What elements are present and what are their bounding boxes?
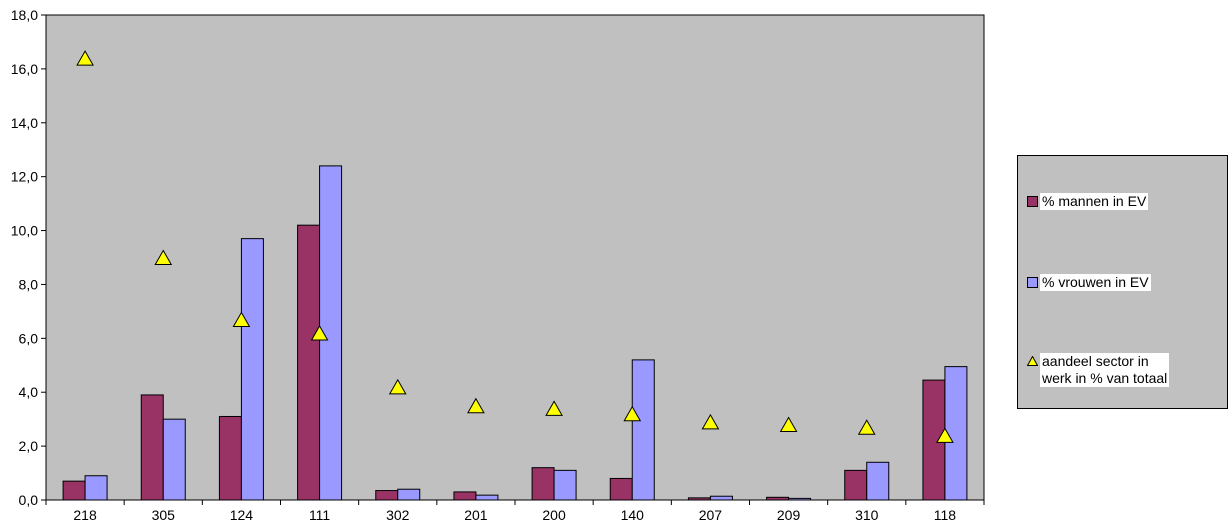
marker-aandeel (779, 416, 798, 433)
y-tick-label: 0,0 (19, 492, 39, 508)
y-tick-label: 2,0 (19, 438, 39, 454)
bar-vrouwen (475, 494, 499, 501)
x-tick-label: 118 (934, 507, 957, 523)
x-tick-label: 207 (699, 507, 723, 523)
x-tick-label: 310 (855, 507, 879, 523)
marker-aandeel (310, 324, 329, 341)
axis-labels: 0,0 2,0 4,0 6,0 8,0 10,0 12,0 14,0 16,0 18,0 218 30… (11, 7, 957, 523)
bar-mannen (687, 497, 711, 501)
bar-mannen (218, 415, 242, 501)
marker-aandeel (857, 419, 876, 435)
marker-aandeel (76, 50, 94, 66)
bar-vrouwen (162, 418, 186, 501)
chart: 0,0 2,0 4,0 6,0 8,0 10,0 12,0 14,0 16,0 18,0 218 30… (11, 7, 985, 523)
bar-vrouwen (866, 461, 890, 501)
bar-mannen (844, 469, 868, 501)
y-tick-label: 8,0 (19, 276, 39, 292)
y-tick-label: 16,0 (11, 61, 38, 77)
bar-vrouwen (631, 359, 655, 501)
legend-swatch-mannen (1027, 196, 1038, 207)
bar-mannen (140, 394, 164, 501)
bar-mannen (531, 467, 555, 501)
legend-label-vrouwen: % vrouwen in EV (1040, 274, 1151, 291)
x-tick-label: 200 (542, 507, 566, 523)
y-tick-label: 6,0 (19, 330, 39, 346)
bar-vrouwen (553, 469, 577, 501)
marker-aandeel (545, 400, 563, 416)
axis-ticks (41, 14, 985, 505)
legend: % mannen in EV % vrouwen in EV aandeel s… (1017, 155, 1228, 409)
legend-item-mannen: % mannen in EV (1027, 193, 1149, 210)
marker-aandeel (467, 397, 485, 414)
bar-mannen (62, 480, 86, 501)
x-tick-label: 209 (777, 507, 801, 523)
y-tick-label: 12,0 (11, 169, 38, 185)
marker-aandeel (232, 311, 251, 327)
marker-aandeel (154, 249, 173, 265)
y-tick-label: 10,0 (11, 223, 38, 239)
x-tick-label: 302 (386, 507, 410, 523)
legend-label-aandeel-line-1: aandeel sector in (1042, 353, 1149, 369)
y-tick-label: 14,0 (11, 115, 38, 131)
legend-swatch-aandeel (1027, 356, 1038, 366)
bar-vrouwen (788, 497, 812, 501)
x-tick-label: 111 (309, 507, 330, 523)
marker-aandeel (388, 378, 407, 395)
y-tick-label: 4,0 (19, 384, 39, 400)
legend-label-aandeel-line-2: werk in % van totaal (1042, 370, 1168, 386)
bar-vrouwen (709, 495, 733, 501)
marker-group (76, 50, 954, 443)
x-tick-label: 305 (152, 507, 176, 523)
marker-aandeel (701, 413, 720, 430)
legend-item-aandeel: aandeel sector in werk in % van totaal (1027, 353, 1170, 387)
plot-area (45, 14, 985, 501)
marker-aandeel (623, 405, 642, 422)
legend-swatch-vrouwen (1027, 277, 1038, 288)
x-tick-label: 201 (464, 507, 488, 523)
legend-item-vrouwen: % vrouwen in EV (1027, 274, 1151, 291)
x-tick-label: 124 (230, 507, 254, 523)
x-tick-label: 140 (621, 507, 645, 523)
bar-mannen (375, 490, 399, 501)
legend-label-mannen: % mannen in EV (1040, 193, 1149, 210)
bar-vrouwen (84, 475, 108, 501)
marker-aandeel (936, 427, 954, 443)
bar-group (62, 165, 968, 501)
y-tick-label: 18,0 (11, 7, 38, 23)
bar-mannen (453, 491, 477, 501)
x-tick-label: 218 (73, 507, 97, 523)
bar-mannen (297, 224, 321, 501)
bar-mannen (609, 477, 633, 501)
bar-mannen (766, 496, 790, 501)
bar-vrouwen (397, 488, 421, 501)
legend-label-aandeel: aandeel sector in werk in % van totaal (1040, 353, 1170, 387)
bar-vrouwen (240, 238, 264, 501)
